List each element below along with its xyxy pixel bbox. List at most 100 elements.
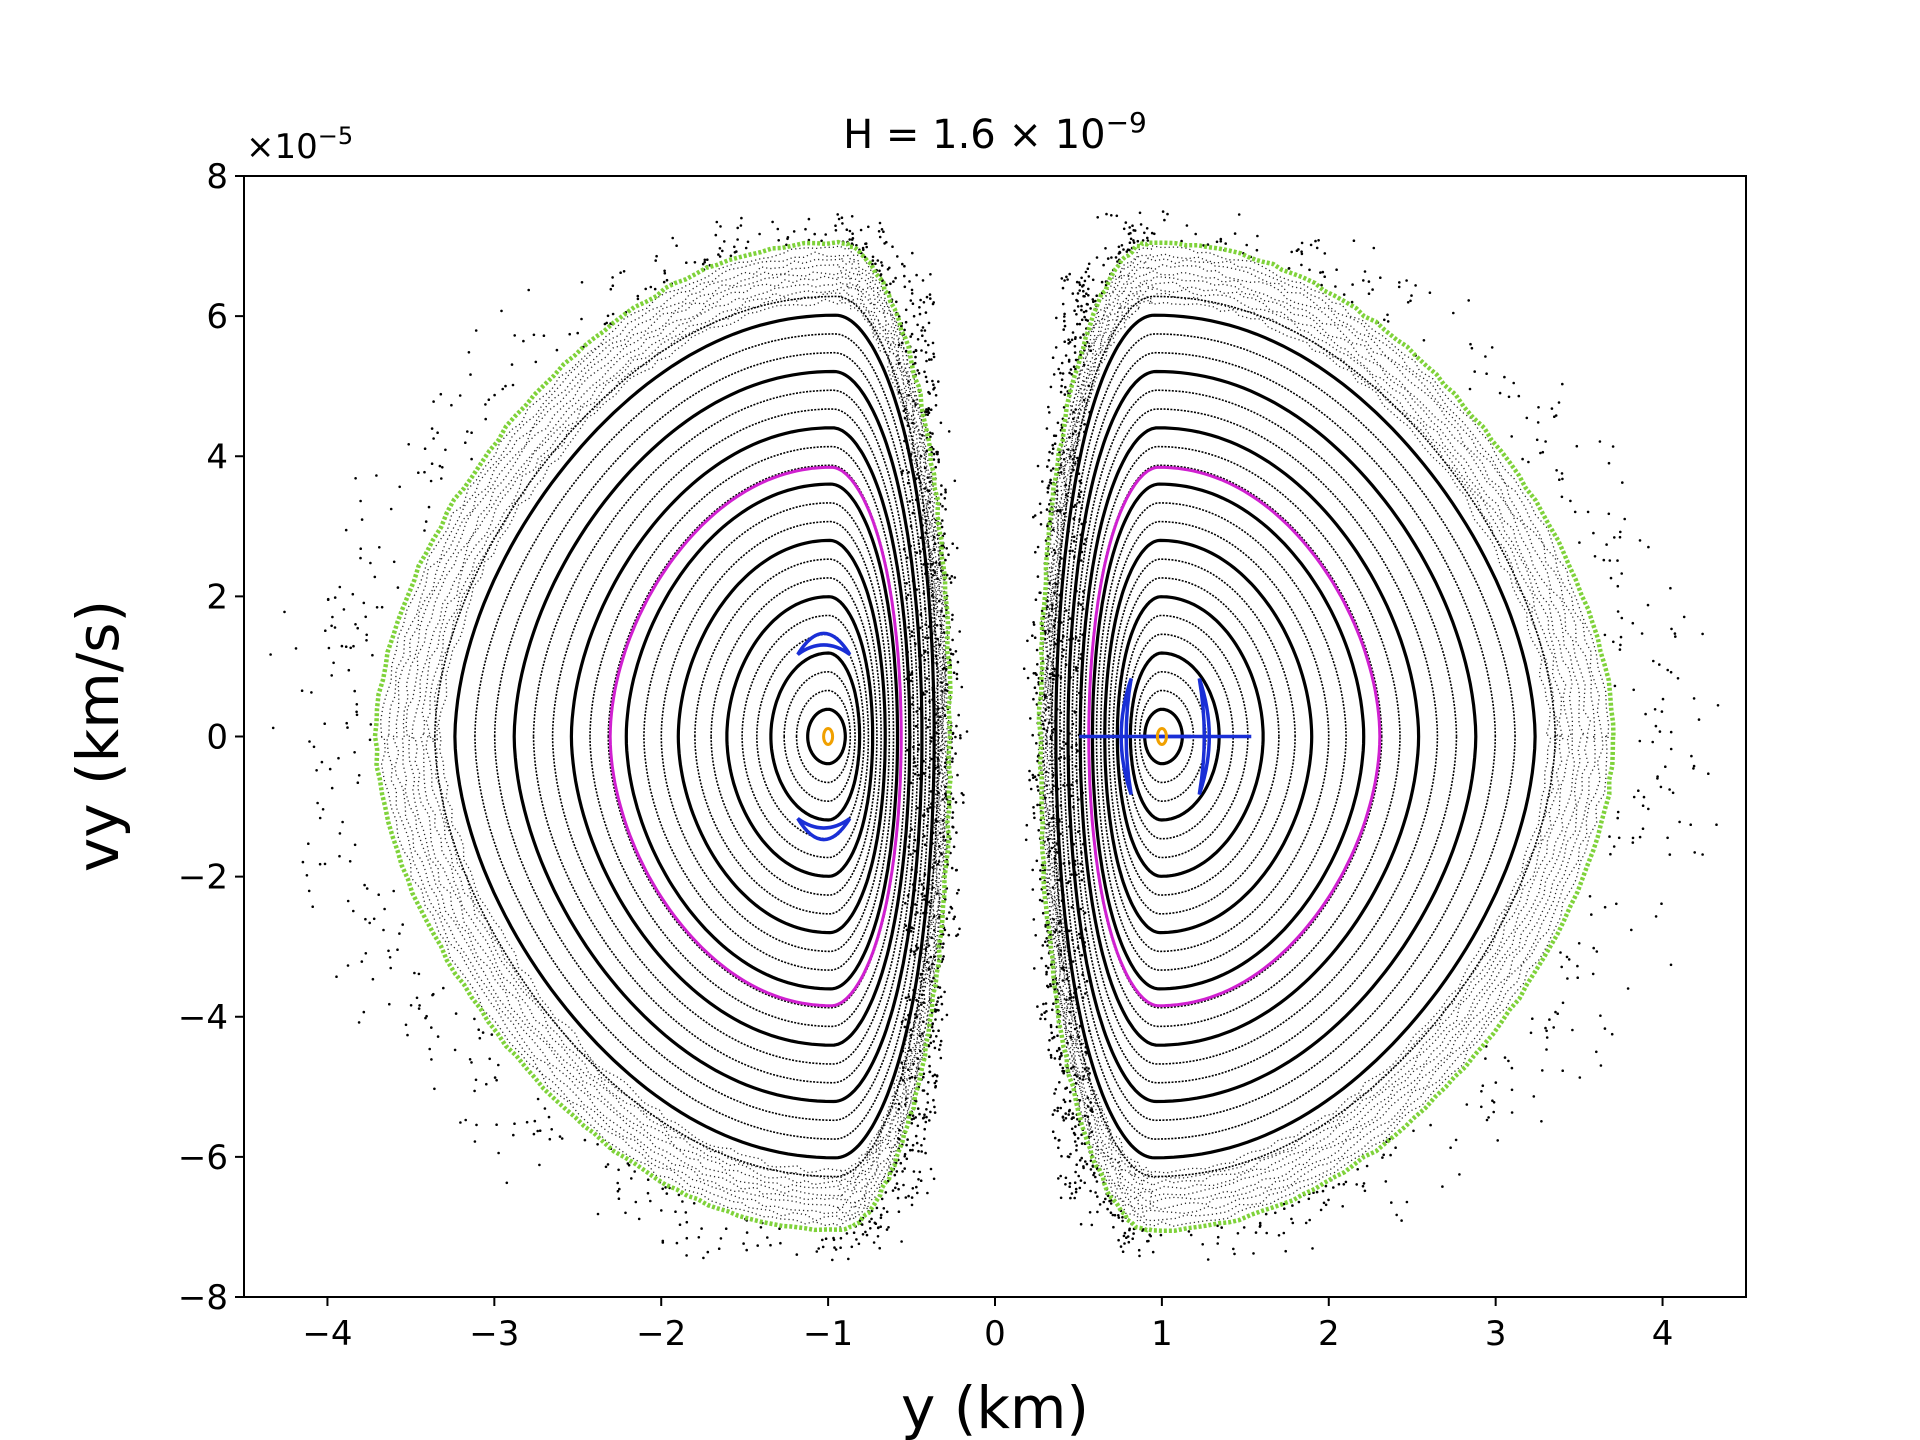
chaos-point (1091, 278, 1095, 282)
chaos-point (1080, 304, 1083, 308)
chaos-point (1083, 279, 1087, 283)
chaos-point (1150, 231, 1154, 235)
chaos-point (364, 615, 368, 619)
chaos-point (627, 1163, 631, 1167)
chaos-point (685, 261, 688, 265)
chaos-point (1646, 603, 1650, 607)
chaos-point (1536, 421, 1540, 424)
chaos-point (417, 471, 420, 475)
chaos-point (920, 1003, 923, 1006)
chaos-point (1047, 614, 1051, 617)
chaos-point (665, 278, 669, 282)
chaos-point (1072, 468, 1075, 472)
chaos-point (1317, 239, 1320, 242)
chaos-point (934, 404, 938, 407)
selected-orbit-left (608, 465, 903, 1008)
y-tick-label: −4 (178, 998, 228, 1038)
chaos-point (1054, 642, 1057, 646)
chaos-point (1062, 968, 1065, 972)
chaos-point (885, 1228, 889, 1231)
chaos-point (907, 845, 910, 849)
chaos-point (917, 773, 920, 777)
chaos-point (907, 995, 911, 998)
chaos-point (1071, 637, 1074, 640)
chaos-point (910, 630, 914, 633)
chaos-point (922, 911, 925, 915)
chaos-point (954, 801, 958, 804)
chaos-point (655, 254, 658, 258)
chaos-point (848, 238, 851, 241)
chaos-point (1041, 911, 1045, 915)
chaos-point (929, 297, 932, 300)
chaos-point (1072, 449, 1075, 452)
chaos-point (937, 460, 940, 464)
chaos-point (1321, 1189, 1325, 1193)
chaos-point (909, 929, 913, 933)
chaos-point (1647, 807, 1650, 811)
chaos-point (907, 670, 910, 674)
chaos-point (1569, 499, 1572, 503)
chaos-point (1381, 1156, 1384, 1159)
chaos-point (851, 237, 855, 240)
chaos-point (951, 797, 955, 800)
chaos-point (1072, 505, 1076, 509)
chaos-point (1082, 1075, 1085, 1078)
chaos-point (824, 1237, 828, 1240)
chaos-point (344, 645, 348, 648)
chaos-point (1034, 598, 1038, 601)
chaos-point (1609, 852, 1612, 856)
chaos-point (1651, 740, 1654, 744)
chaos-point (1607, 461, 1611, 465)
chaos-point (934, 819, 938, 822)
chaos-point (924, 623, 927, 626)
chaos-point (839, 1246, 842, 1249)
chaos-point (1410, 294, 1413, 297)
chaos-point (1064, 742, 1068, 745)
chaos-point (356, 626, 360, 630)
chaos-point (454, 1012, 458, 1015)
chaos-point (1072, 365, 1076, 369)
chaos-point (1057, 1177, 1060, 1180)
chaos-point (1682, 615, 1686, 619)
chaos-point (1046, 944, 1049, 947)
chaos-point (1291, 1204, 1294, 1207)
chaos-point (1068, 929, 1071, 933)
chaos-point (1084, 538, 1087, 541)
chaos-point (1075, 743, 1078, 746)
chaos-point (1344, 1180, 1348, 1184)
y-tick-label: −8 (178, 1278, 228, 1318)
chaos-point (321, 808, 325, 811)
chaos-point (1371, 288, 1374, 291)
chaos-point (957, 888, 960, 892)
chaos-point (1077, 985, 1081, 989)
chaos-point (959, 734, 962, 737)
chaos-point (1487, 1116, 1490, 1119)
chaos-point (931, 562, 934, 566)
chaos-point (958, 630, 961, 633)
chaos-point (1372, 246, 1376, 250)
chaos-point (904, 996, 908, 1000)
chaos-point (932, 301, 935, 304)
chaos-point (911, 579, 915, 583)
chaos-point (677, 1193, 681, 1197)
chaos-point (1051, 1008, 1054, 1012)
chaos-point (685, 1220, 689, 1224)
chaos-point (495, 1078, 498, 1082)
chaos-point (1068, 436, 1071, 439)
chaos-point (362, 601, 366, 605)
chaos-point (939, 942, 942, 946)
chaos-point (1064, 1183, 1067, 1186)
chaos-point (1075, 1075, 1079, 1078)
chaos-point (1060, 426, 1064, 429)
chaos-point (1053, 930, 1057, 934)
chaos-point (1061, 1116, 1065, 1119)
chaos-point (269, 653, 272, 656)
chaos-point (1077, 639, 1080, 642)
chaos-point (474, 1078, 478, 1082)
orbit-curve-left (589, 445, 907, 1028)
chaos-point (1059, 949, 1063, 952)
chaos-point (1065, 275, 1068, 279)
chaos-point (1089, 1168, 1093, 1171)
chaos-point (1386, 313, 1389, 317)
chaos-point (1051, 356, 1055, 360)
